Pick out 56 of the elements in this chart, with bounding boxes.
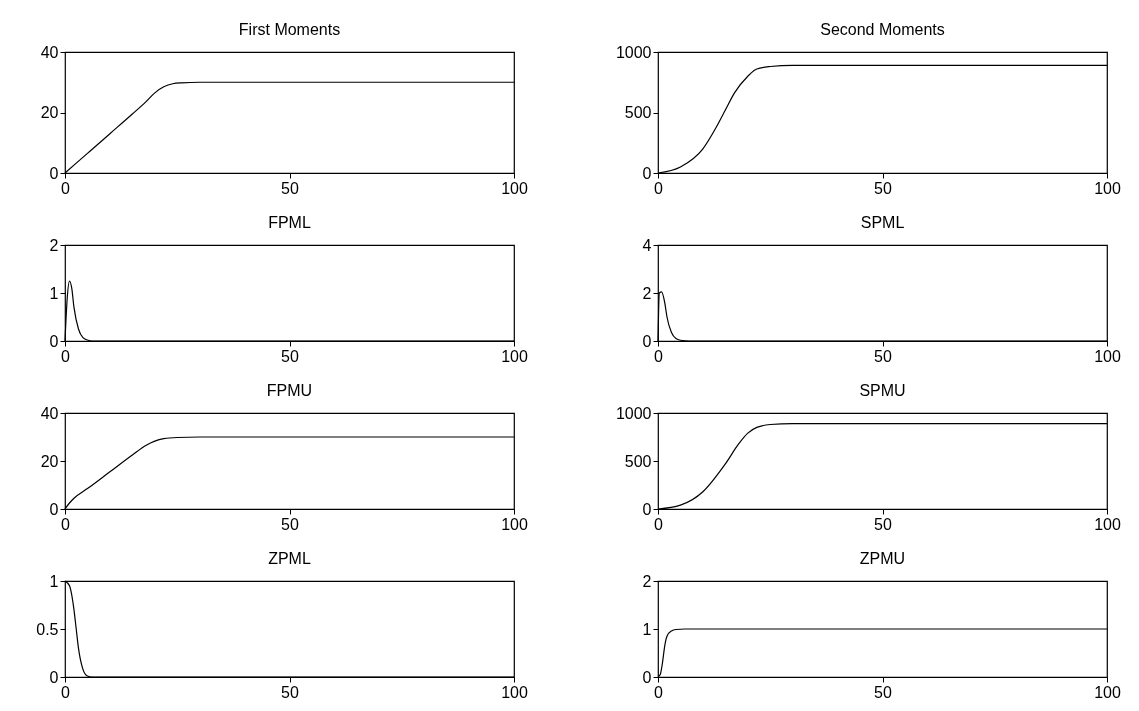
y-tick-label: 0 bbox=[642, 500, 652, 518]
x-tick-label: 50 bbox=[874, 179, 892, 197]
x-tick-label: 100 bbox=[1094, 515, 1121, 533]
chart-title: ZPML bbox=[268, 550, 311, 567]
x-tick-label: 100 bbox=[501, 179, 528, 197]
y-tick-label: 0 bbox=[642, 164, 652, 182]
x-tick-label: 50 bbox=[874, 683, 892, 701]
y-tick-label: 1000 bbox=[615, 404, 652, 422]
y-tick-label: 0 bbox=[49, 500, 59, 518]
chart-title: ZPMU bbox=[859, 550, 906, 567]
x-tick-label: 0 bbox=[654, 179, 664, 197]
x-tick-label: 0 bbox=[61, 347, 71, 365]
x-tick-label: 100 bbox=[1094, 179, 1121, 197]
y-tick-label: 0 bbox=[642, 668, 652, 686]
y-tick-label: 1 bbox=[49, 572, 59, 590]
y-tick-label: 1 bbox=[642, 620, 652, 638]
x-tick-label: 50 bbox=[874, 347, 892, 365]
y-tick-label: 20 bbox=[40, 452, 59, 470]
y-tick-label: 1 bbox=[49, 284, 59, 302]
y-tick-label: 4 bbox=[642, 236, 652, 254]
chart-title: FPMU bbox=[266, 382, 313, 399]
x-tick-label: 0 bbox=[654, 515, 664, 533]
y-tick-label: 0 bbox=[642, 332, 652, 350]
x-tick-label: 0 bbox=[654, 347, 664, 365]
x-tick-label: 0 bbox=[61, 179, 71, 197]
y-tick-label: 0 bbox=[49, 332, 59, 350]
y-tick-label: 500 bbox=[624, 104, 652, 121]
y-tick-label: 2 bbox=[642, 284, 652, 302]
chart-title: Second Moments bbox=[820, 21, 945, 38]
y-tick-label: 500 bbox=[624, 452, 652, 470]
x-tick-label: 100 bbox=[501, 683, 528, 701]
y-tick-label: 0.5 bbox=[36, 620, 59, 638]
chart-title: FPML bbox=[268, 214, 311, 231]
x-tick-label: 0 bbox=[61, 683, 71, 701]
y-tick-label: 20 bbox=[40, 104, 59, 121]
x-tick-label: 100 bbox=[501, 347, 528, 365]
x-tick-label: 100 bbox=[1094, 347, 1121, 365]
chart-title: SPML bbox=[860, 214, 905, 231]
chart-title: First Moments bbox=[238, 21, 341, 38]
y-tick-label: 2 bbox=[642, 572, 652, 590]
y-tick-label: 1000 bbox=[615, 43, 652, 61]
chart-title: SPMU bbox=[859, 382, 906, 399]
x-tick-label: 100 bbox=[1094, 683, 1121, 701]
y-tick-label: 2 bbox=[49, 236, 59, 254]
x-tick-label: 0 bbox=[654, 683, 664, 701]
x-tick-label: 50 bbox=[281, 515, 299, 533]
x-tick-label: 50 bbox=[281, 347, 299, 365]
y-tick-label: 40 bbox=[40, 43, 59, 61]
y-tick-label: 0 bbox=[49, 164, 59, 182]
x-tick-label: 100 bbox=[501, 515, 528, 533]
x-tick-label: 50 bbox=[281, 179, 299, 197]
x-tick-label: 50 bbox=[874, 515, 892, 533]
y-tick-label: 0 bbox=[49, 668, 59, 686]
x-tick-label: 0 bbox=[61, 515, 71, 533]
x-tick-label: 50 bbox=[281, 683, 299, 701]
y-tick-label: 40 bbox=[40, 404, 59, 422]
